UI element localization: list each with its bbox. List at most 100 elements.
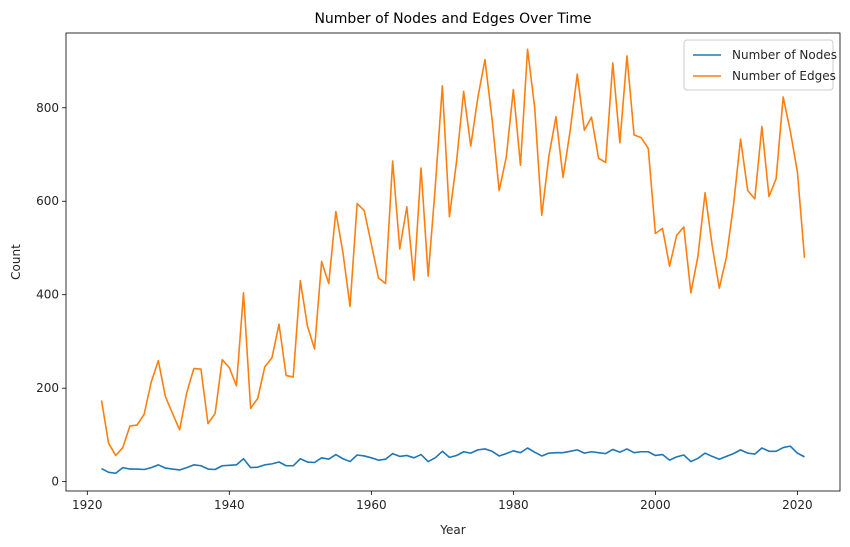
data-point-edges (193, 367, 195, 369)
data-point-edges (328, 282, 330, 284)
data-point-edges (150, 381, 152, 383)
data-point-edges (576, 73, 578, 75)
data-point-edges (235, 385, 237, 387)
data-point-edges (448, 215, 450, 217)
data-point-edges (711, 244, 713, 246)
data-point-nodes (796, 452, 798, 454)
data-point-edges (612, 62, 614, 64)
legend-label-edges: Number of Edges (732, 69, 836, 83)
data-point-nodes (491, 450, 493, 452)
data-point-edges (704, 192, 706, 194)
data-point-nodes (278, 461, 280, 463)
data-point-edges (335, 210, 337, 212)
data-point-nodes (541, 455, 543, 457)
data-point-nodes (675, 456, 677, 458)
chart-title: Number of Nodes and Edges Over Time (314, 11, 591, 27)
legend-box (683, 39, 834, 91)
data-point-nodes (555, 451, 557, 453)
data-point-edges (306, 325, 308, 327)
data-point-nodes (164, 467, 166, 469)
data-point-nodes (356, 454, 358, 456)
data-point-nodes (477, 449, 479, 451)
data-point-edges (115, 454, 117, 456)
data-point-nodes (178, 469, 180, 471)
data-point-nodes (746, 452, 748, 454)
y-axis: 0 200 400 600 800 (36, 101, 66, 489)
data-point-nodes (377, 459, 379, 461)
data-point-nodes (107, 471, 109, 473)
data-point-nodes (754, 453, 756, 455)
data-point-nodes (122, 466, 124, 468)
data-point-nodes (228, 464, 230, 466)
data-point-nodes (498, 455, 500, 457)
data-point-nodes (725, 455, 727, 457)
data-point-nodes (292, 465, 294, 467)
data-point-nodes (704, 452, 706, 454)
data-point-nodes (143, 468, 145, 470)
data-point-nodes (526, 447, 528, 449)
data-point-edges (200, 368, 202, 370)
data-point-nodes (115, 472, 117, 474)
data-point-nodes (612, 448, 614, 450)
data-point-edges (264, 365, 266, 367)
data-point-edges (157, 359, 159, 361)
data-point-nodes (320, 457, 322, 459)
x-tick-label: 1920 (72, 498, 103, 512)
data-point-edges (249, 407, 251, 409)
data-point-nodes (257, 466, 259, 468)
data-point-edges (186, 392, 188, 394)
data-point-edges (370, 243, 372, 245)
data-point-nodes (370, 457, 372, 459)
data-point-nodes (420, 453, 422, 455)
data-point-nodes (249, 466, 251, 468)
data-point-edges (427, 275, 429, 277)
data-point-nodes (136, 468, 138, 470)
data-point-edges (782, 96, 784, 98)
data-point-edges (413, 279, 415, 281)
data-point-edges (697, 255, 699, 257)
y-tick-label: 600 (36, 194, 59, 208)
data-point-nodes (533, 451, 535, 453)
data-point-nodes (200, 465, 202, 467)
data-point-nodes (548, 452, 550, 454)
data-point-nodes (328, 458, 330, 460)
data-point-nodes (427, 460, 429, 462)
data-point-edges (590, 116, 592, 118)
data-point-nodes (285, 465, 287, 467)
data-point-nodes (711, 455, 713, 457)
data-point-nodes (391, 452, 393, 454)
data-point-nodes (306, 461, 308, 463)
data-point-nodes (718, 458, 720, 460)
data-point-nodes (604, 452, 606, 454)
data-point-nodes (640, 451, 642, 453)
data-point-nodes (569, 450, 571, 452)
data-point-nodes (207, 468, 209, 470)
data-point-edges (399, 248, 401, 250)
data-point-edges (569, 129, 571, 131)
data-point-nodes (384, 458, 386, 460)
data-point-nodes (342, 458, 344, 460)
data-point-edges (143, 413, 145, 415)
data-point-nodes (441, 450, 443, 452)
data-point-nodes (768, 450, 770, 452)
data-point-nodes (761, 447, 763, 449)
data-point-edges (122, 446, 124, 448)
data-point-edges (690, 292, 692, 294)
data-point-nodes (775, 450, 777, 452)
data-point-edges (420, 167, 422, 169)
data-point-nodes (349, 460, 351, 462)
data-point-nodes (455, 454, 457, 456)
data-point-edges (455, 160, 457, 162)
data-point-edges (434, 186, 436, 188)
data-point-edges (647, 147, 649, 149)
x-axis: 1920 1940 1960 1980 2000 2020 (72, 491, 813, 512)
data-point-edges (377, 277, 379, 279)
data-point-edges (129, 425, 131, 427)
data-point-edges (285, 374, 287, 376)
data-point-edges (725, 256, 727, 258)
data-point-nodes (647, 451, 649, 453)
data-point-edges (107, 442, 109, 444)
x-tick-label: 2020 (782, 498, 813, 512)
data-point-edges (533, 106, 535, 108)
